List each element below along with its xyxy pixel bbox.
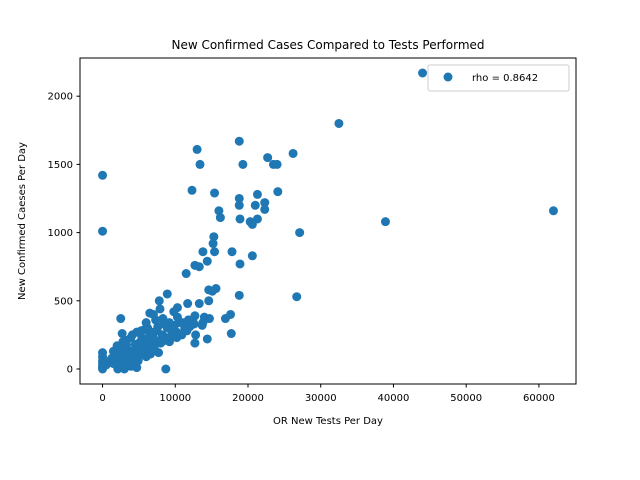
data-point xyxy=(210,189,219,198)
data-point xyxy=(260,205,269,214)
data-point xyxy=(169,330,178,339)
y-axis-label: New Confirmed Caeses Per Day xyxy=(17,142,28,300)
data-point xyxy=(142,318,151,327)
data-point xyxy=(238,160,247,169)
x-tick-label: 40000 xyxy=(378,393,410,404)
data-point xyxy=(190,339,199,348)
data-point xyxy=(123,356,132,365)
data-point xyxy=(98,227,107,236)
data-point xyxy=(149,328,158,337)
data-point xyxy=(204,296,213,305)
data-point xyxy=(173,313,182,322)
data-point xyxy=(235,201,244,210)
data-point xyxy=(248,251,257,260)
data-point xyxy=(292,292,301,301)
x-axis-label: OR New Tests Per Day xyxy=(273,416,383,427)
data-point xyxy=(381,217,390,226)
data-point xyxy=(216,213,225,222)
data-point xyxy=(184,315,193,324)
data-point xyxy=(142,352,151,361)
data-point xyxy=(208,287,217,296)
legend: rho = 0.8642 xyxy=(428,65,569,91)
data-point xyxy=(112,360,121,369)
data-point xyxy=(161,365,170,374)
data-point xyxy=(165,318,174,327)
data-point xyxy=(182,326,191,335)
y-tick-label: 1000 xyxy=(48,228,73,239)
data-point xyxy=(134,356,143,365)
data-point xyxy=(196,160,205,169)
data-point xyxy=(188,186,197,195)
y-tick-label: 1500 xyxy=(48,160,73,171)
x-tick-label: 50000 xyxy=(450,393,482,404)
data-point xyxy=(295,228,304,237)
data-point xyxy=(221,314,230,323)
data-point xyxy=(210,247,219,256)
data-point xyxy=(155,296,164,305)
x-tick-label: 60000 xyxy=(523,393,555,404)
legend-label: rho = 0.8642 xyxy=(472,73,538,84)
data-point xyxy=(128,347,137,356)
data-point xyxy=(120,365,129,374)
data-point xyxy=(235,291,244,300)
data-point xyxy=(235,137,244,146)
data-point xyxy=(236,259,245,268)
data-point xyxy=(263,153,272,162)
data-point xyxy=(253,190,262,199)
data-point xyxy=(198,247,207,256)
data-point xyxy=(136,345,145,354)
y-tick-label: 500 xyxy=(54,296,73,307)
data-point xyxy=(141,334,150,343)
x-tick-label: 0 xyxy=(99,393,105,404)
data-point xyxy=(203,257,212,266)
data-point xyxy=(109,347,118,356)
x-tick-label: 10000 xyxy=(159,393,191,404)
data-point xyxy=(98,171,107,180)
data-point xyxy=(273,187,282,196)
data-point xyxy=(289,149,298,158)
data-point xyxy=(195,262,204,271)
chart-title: New Confirmed Cases Compared to Tests Pe… xyxy=(171,38,484,52)
legend-marker xyxy=(444,73,453,82)
data-point xyxy=(198,318,207,327)
data-point xyxy=(193,145,202,154)
data-point xyxy=(334,119,343,128)
data-point xyxy=(147,344,156,353)
data-point xyxy=(251,201,260,210)
y-tick-label: 0 xyxy=(67,364,73,375)
data-point xyxy=(236,214,245,223)
data-point xyxy=(163,289,172,298)
data-point xyxy=(227,329,236,338)
x-tick-label: 30000 xyxy=(305,393,337,404)
data-point xyxy=(248,220,257,229)
data-point xyxy=(209,239,218,248)
data-point xyxy=(191,330,200,339)
data-point xyxy=(182,269,191,278)
data-point xyxy=(116,314,125,323)
data-point xyxy=(418,69,427,78)
x-tick-label: 20000 xyxy=(232,393,264,404)
data-point xyxy=(183,299,192,308)
data-point xyxy=(203,334,212,343)
y-tick-label: 2000 xyxy=(48,92,73,103)
data-point xyxy=(149,310,158,319)
data-point xyxy=(118,337,127,346)
data-point xyxy=(228,247,237,256)
data-point xyxy=(549,206,558,215)
data-point xyxy=(273,160,282,169)
data-point xyxy=(195,299,204,308)
